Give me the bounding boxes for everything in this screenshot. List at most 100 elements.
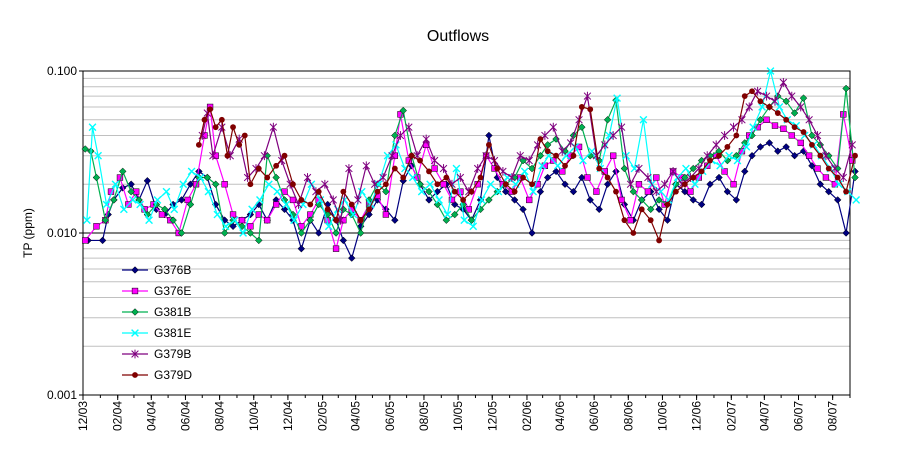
marker-circle: [477, 174, 484, 181]
marker-diamond: [578, 123, 586, 131]
marker-x: [553, 161, 562, 170]
marker-diamond: [297, 229, 306, 237]
marker-star: [669, 167, 677, 176]
marker-diamond: [131, 308, 139, 316]
marker-diamond: [706, 180, 714, 188]
marker-diamond: [528, 164, 536, 173]
marker-x: [742, 143, 751, 151]
marker-star: [549, 122, 558, 132]
series-line: [201, 81, 853, 223]
legend-label: G379B: [154, 347, 191, 361]
marker-square: [332, 245, 340, 252]
marker-circle: [596, 165, 603, 172]
marker-circle: [724, 144, 731, 150]
marker-diamond: [255, 236, 263, 245]
marker-x: [153, 196, 162, 204]
marker-star: [712, 140, 720, 150]
marker-star: [822, 151, 830, 161]
marker-star: [617, 122, 626, 132]
marker-x: [83, 216, 91, 225]
marker-circle: [201, 116, 208, 123]
marker-x: [852, 196, 861, 204]
marker-circle: [791, 124, 798, 131]
marker-circle: [698, 168, 705, 175]
marker-square: [431, 165, 438, 172]
marker-diamond: [229, 222, 237, 231]
marker-diamond: [519, 156, 527, 165]
marker-star: [805, 115, 813, 125]
marker-circle: [647, 217, 654, 224]
marker-square: [780, 125, 787, 132]
x-tick-label: 08/06: [621, 401, 635, 431]
legend-item: G381B: [122, 305, 191, 319]
x-axis: 12/03 02/04 04/04 06/04 08/04 10/04 12/04 02/05…: [76, 395, 851, 431]
marker-x: [443, 210, 452, 219]
marker-x: [682, 164, 690, 173]
x-tick-label: 04/04: [144, 401, 158, 431]
marker-circle: [247, 181, 254, 188]
marker-square: [575, 143, 583, 151]
legend-item: G381E: [122, 326, 191, 340]
marker-x: [102, 200, 111, 209]
marker-x: [691, 180, 699, 189]
x-tick-label: 12/03: [76, 401, 90, 431]
marker-square: [687, 188, 694, 195]
marker-square: [771, 122, 779, 129]
marker-diamond: [620, 200, 629, 209]
marker-diamond: [519, 205, 527, 214]
marker-diamond: [715, 173, 723, 182]
marker-circle: [774, 110, 781, 116]
marker-diamond: [177, 229, 186, 237]
marker-star: [430, 156, 439, 165]
marker-diamond: [851, 173, 859, 182]
marker-diamond: [510, 196, 519, 204]
marker-circle: [638, 206, 645, 213]
marker-x: [520, 167, 529, 176]
marker-x: [639, 115, 648, 124]
marker-circle: [630, 230, 637, 236]
marker-diamond: [391, 131, 399, 140]
marker-diamond: [92, 173, 101, 182]
marker-diamond: [203, 173, 212, 182]
marker-star: [729, 122, 738, 132]
marker-square: [805, 152, 813, 159]
x-tick-label: 06/04: [178, 401, 192, 431]
marker-x: [282, 200, 291, 209]
marker-diamond: [339, 236, 348, 245]
marker-diamond: [143, 177, 152, 185]
marker-circle: [374, 188, 381, 195]
marker-square: [264, 217, 271, 224]
marker-square: [763, 116, 770, 123]
marker-square: [831, 181, 839, 188]
marker-square: [289, 196, 297, 204]
marker-diamond: [740, 167, 749, 176]
marker-star: [583, 91, 592, 101]
chart-title: Outflows: [427, 28, 489, 45]
marker-circle: [207, 106, 213, 113]
marker-diamond: [211, 180, 220, 188]
marker-circle: [485, 141, 492, 148]
marker-diamond: [765, 139, 774, 147]
marker-x: [162, 187, 171, 196]
marker-x: [131, 329, 139, 337]
marker-square: [382, 211, 390, 218]
marker-diamond: [561, 180, 569, 188]
marker-x: [204, 187, 213, 196]
marker-diamond: [169, 216, 177, 224]
marker-diamond: [689, 164, 697, 173]
marker-diamond: [790, 109, 799, 117]
marker-diamond: [382, 187, 390, 196]
marker-diamond: [603, 180, 612, 188]
legend-label: G381E: [154, 326, 191, 340]
marker-circle: [290, 181, 296, 188]
marker-circle: [716, 152, 722, 159]
marker-square: [814, 165, 821, 172]
marker-square: [247, 223, 254, 230]
marker-x: [477, 196, 486, 204]
legend: G376B G376E G381B G381E G379B G379D: [122, 263, 192, 382]
marker-x: [256, 196, 264, 204]
marker-circle: [494, 165, 501, 172]
marker-diamond: [528, 229, 536, 237]
marker-diamond: [655, 196, 663, 204]
